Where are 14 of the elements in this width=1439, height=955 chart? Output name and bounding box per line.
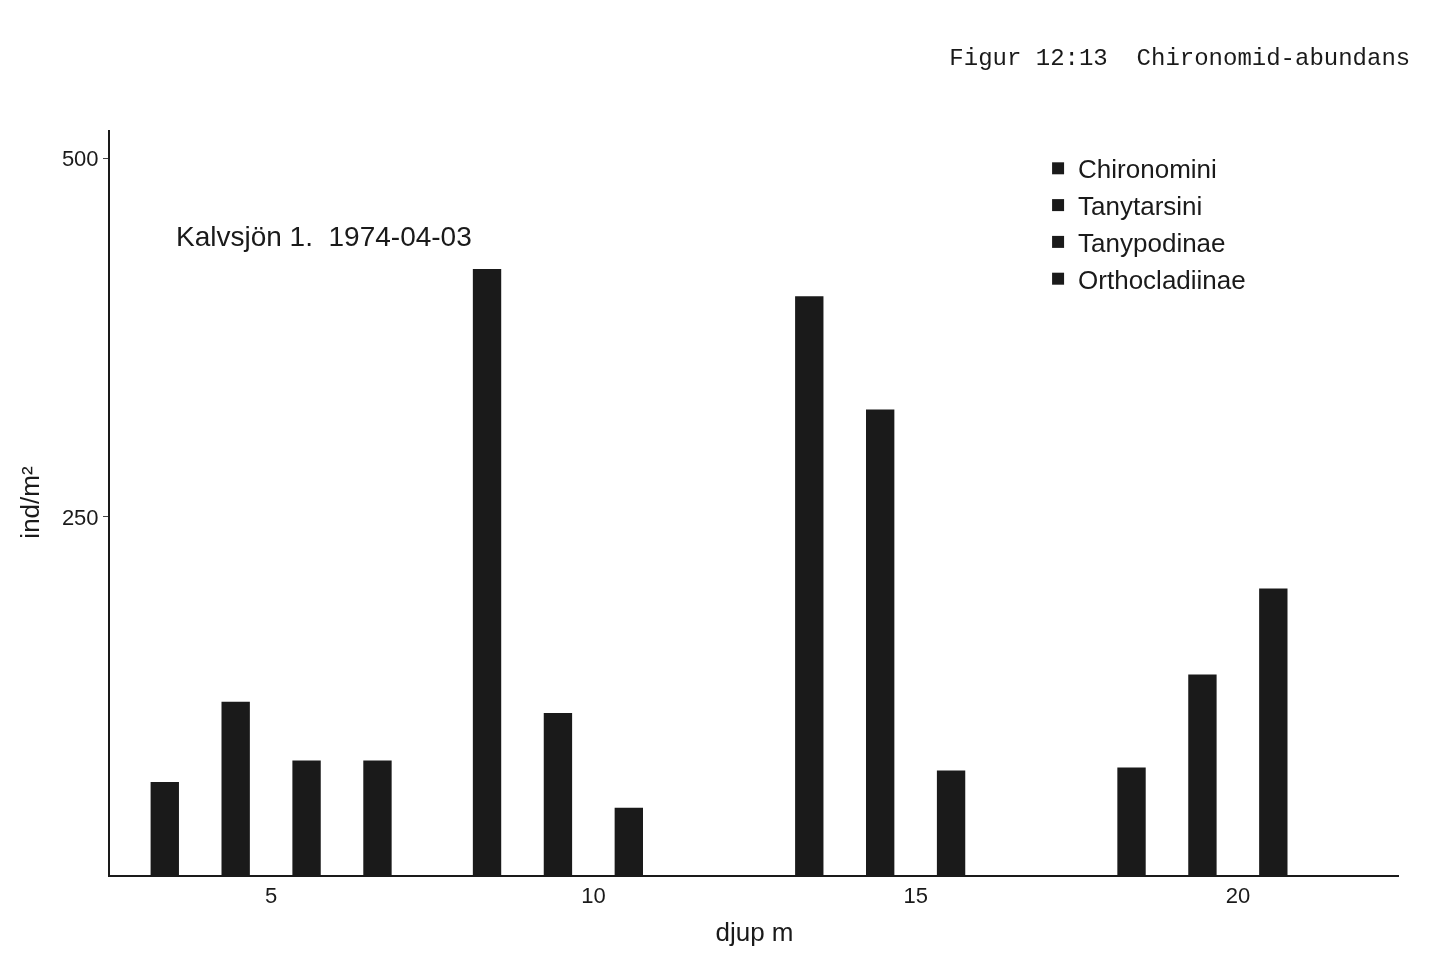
x-tick-label: 10 (581, 883, 606, 909)
annotation: Kalvsjön 1. 1974-04-03 (176, 221, 472, 252)
chart-title: Figur 12:13 Chironomid-abundans (949, 44, 1411, 72)
x-axis-title: djup m (715, 916, 794, 947)
x-tick-label: 20 (1225, 883, 1251, 909)
y-axis-title: ind/m² (14, 466, 45, 539)
legend-label: Chironomini (1078, 154, 1217, 185)
y-tick-label: 250 (61, 504, 99, 530)
legend-label: Tanytarsini (1078, 191, 1203, 222)
legend-label: Tanypodinae (1078, 228, 1226, 259)
x-tick-label: 5 (265, 883, 278, 909)
y-tick-label: 500 (61, 146, 99, 172)
x-tick-label: 15 (903, 883, 928, 909)
legend-label: Orthocladiinae (1078, 264, 1246, 295)
